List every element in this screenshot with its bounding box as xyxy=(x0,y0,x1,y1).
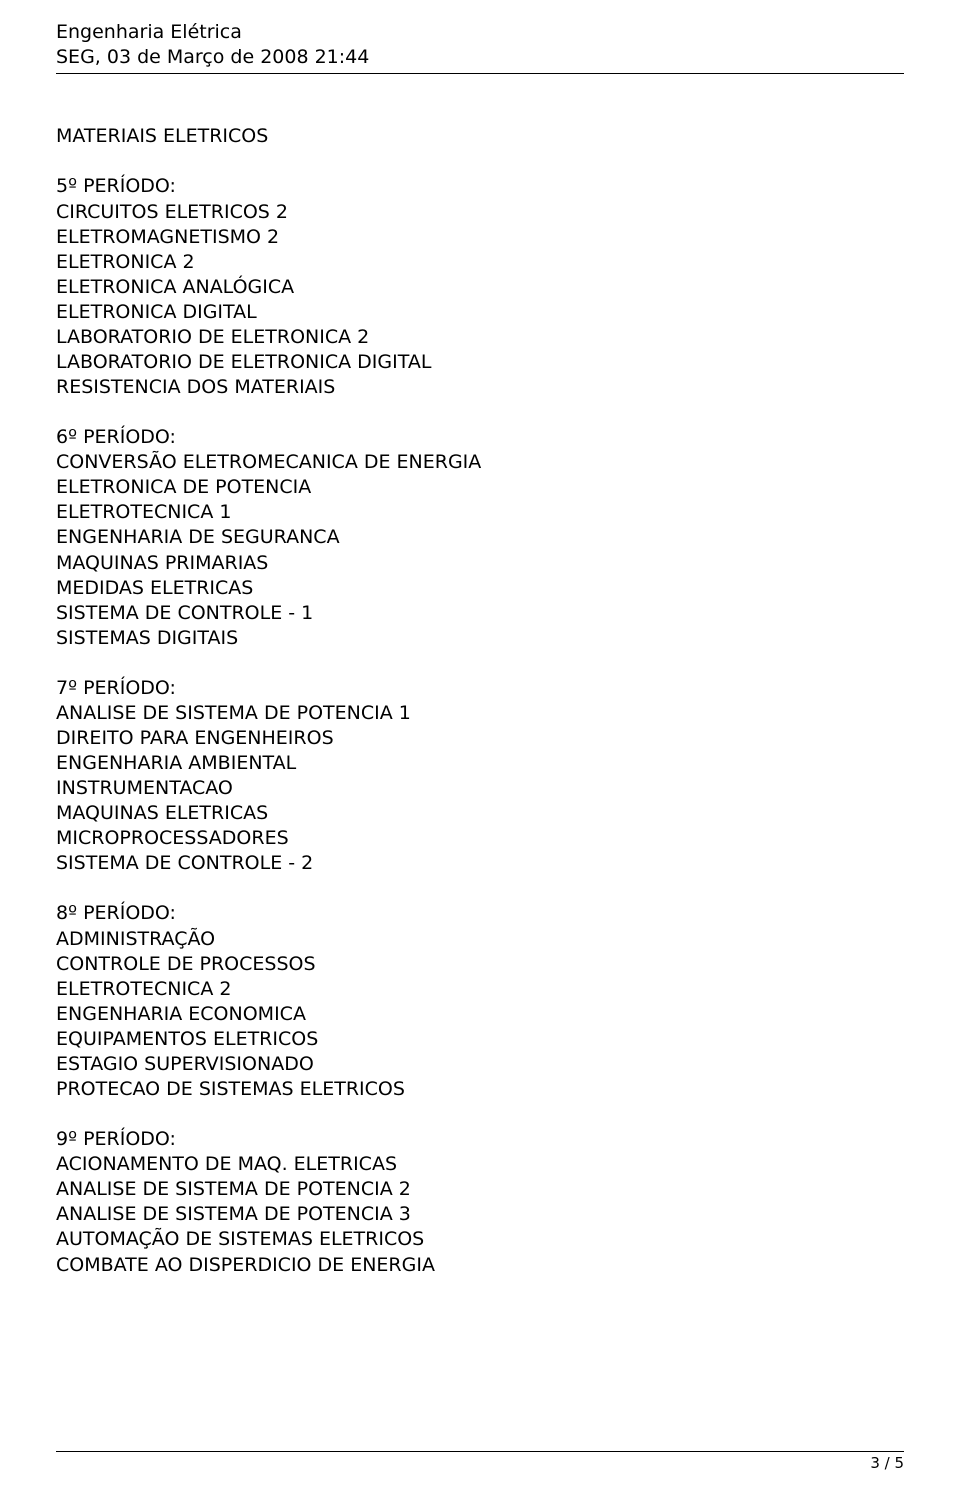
list-item: EQUIPAMENTOS ELETRICOS xyxy=(56,1027,904,1052)
list-item: ENGENHARIA DE SEGURANCA xyxy=(56,525,904,550)
section-8: 8º PERÍODO: ADMINISTRAÇÃO CONTROLE DE PR… xyxy=(56,901,904,1102)
list-item: SISTEMA DE CONTROLE - 2 xyxy=(56,851,904,876)
list-item: ESTAGIO SUPERVISIONADO xyxy=(56,1052,904,1077)
list-item: COMBATE AO DISPERDICIO DE ENERGIA xyxy=(56,1253,904,1278)
page-footer: 3 / 5 xyxy=(56,1451,904,1472)
document-body: MATERIAIS ELETRICOS 5º PERÍODO: CIRCUITO… xyxy=(56,124,904,1277)
page-number: 3 / 5 xyxy=(870,1454,904,1472)
list-item: CONVERSÃO ELETROMECANICA DE ENERGIA xyxy=(56,450,904,475)
list-item: ELETROMAGNETISMO 2 xyxy=(56,225,904,250)
list-item: ELETRONICA 2 xyxy=(56,250,904,275)
section-6: 6º PERÍODO: CONVERSÃO ELETROMECANICA DE … xyxy=(56,425,904,651)
section-5: 5º PERÍODO: CIRCUITOS ELETRICOS 2 ELETRO… xyxy=(56,174,904,400)
list-item: ENGENHARIA AMBIENTAL xyxy=(56,751,904,776)
list-item: ELETRONICA ANALÓGICA xyxy=(56,275,904,300)
list-item: CONTROLE DE PROCESSOS xyxy=(56,952,904,977)
header-title: Engenharia Elétrica xyxy=(56,20,904,45)
section-title: 6º PERÍODO: xyxy=(56,425,904,450)
list-item: LABORATORIO DE ELETRONICA DIGITAL xyxy=(56,350,904,375)
list-item: MAQUINAS ELETRICAS xyxy=(56,801,904,826)
list-item: ANALISE DE SISTEMA DE POTENCIA 3 xyxy=(56,1202,904,1227)
list-item: LABORATORIO DE ELETRONICA 2 xyxy=(56,325,904,350)
list-item: INSTRUMENTACAO xyxy=(56,776,904,801)
list-item: PROTECAO DE SISTEMAS ELETRICOS xyxy=(56,1077,904,1102)
page: Engenharia Elétrica SEG, 03 de Março de … xyxy=(0,0,960,1490)
page-header: Engenharia Elétrica SEG, 03 de Março de … xyxy=(56,20,904,74)
section-title: 5º PERÍODO: xyxy=(56,174,904,199)
section-title: 8º PERÍODO: xyxy=(56,901,904,926)
list-item: ACIONAMENTO DE MAQ. ELETRICAS xyxy=(56,1152,904,1177)
section-7: 7º PERÍODO: ANALISE DE SISTEMA DE POTENC… xyxy=(56,676,904,877)
section-title: 9º PERÍODO: xyxy=(56,1127,904,1152)
list-item: MEDIDAS ELETRICAS xyxy=(56,576,904,601)
list-item: DIREITO PARA ENGENHEIROS xyxy=(56,726,904,751)
list-item: AUTOMAÇÃO DE SISTEMAS ELETRICOS xyxy=(56,1227,904,1252)
list-item: ELETROTECNICA 2 xyxy=(56,977,904,1002)
header-subtitle: SEG, 03 de Março de 2008 21:44 xyxy=(56,45,904,70)
list-item: MICROPROCESSADORES xyxy=(56,826,904,851)
list-item: ENGENHARIA ECONOMICA xyxy=(56,1002,904,1027)
list-item: SISTEMA DE CONTROLE - 1 xyxy=(56,601,904,626)
list-item: ADMINISTRAÇÃO xyxy=(56,927,904,952)
list-item: ANALISE DE SISTEMA DE POTENCIA 2 xyxy=(56,1177,904,1202)
list-item: ELETRONICA DIGITAL xyxy=(56,300,904,325)
list-item: ELETROTECNICA 1 xyxy=(56,500,904,525)
list-item: ANALISE DE SISTEMA DE POTENCIA 1 xyxy=(56,701,904,726)
list-item: MAQUINAS PRIMARIAS xyxy=(56,551,904,576)
list-item: ELETRONICA DE POTENCIA xyxy=(56,475,904,500)
section-title: 7º PERÍODO: xyxy=(56,676,904,701)
intro-line: MATERIAIS ELETRICOS xyxy=(56,124,904,149)
list-item: RESISTENCIA DOS MATERIAIS xyxy=(56,375,904,400)
section-9: 9º PERÍODO: ACIONAMENTO DE MAQ. ELETRICA… xyxy=(56,1127,904,1277)
list-item: CIRCUITOS ELETRICOS 2 xyxy=(56,200,904,225)
list-item: SISTEMAS DIGITAIS xyxy=(56,626,904,651)
